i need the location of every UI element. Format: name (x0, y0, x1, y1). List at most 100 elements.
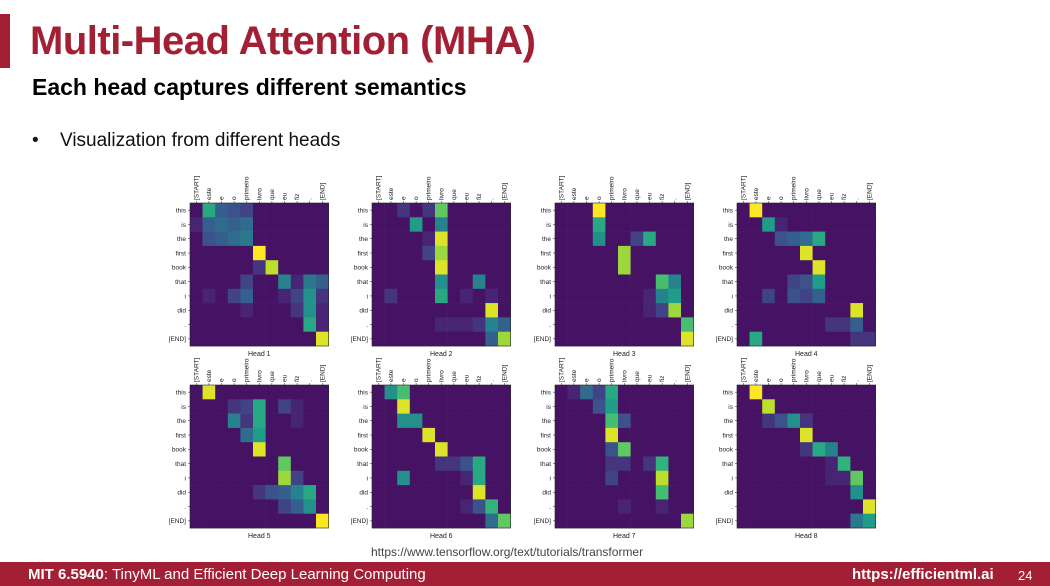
heatmap-cell (618, 317, 631, 332)
heatmap-cell (372, 427, 385, 443)
heatmap-cell (303, 331, 317, 347)
heatmap-cell (749, 288, 763, 304)
heatmap-cell (850, 231, 864, 247)
heatmap-cell (460, 245, 474, 261)
heatmap-cell (202, 413, 216, 429)
heatmap-cell (812, 331, 826, 347)
heatmap-cell (498, 303, 511, 318)
heatmap-cell (472, 456, 486, 472)
heatmap-cell (850, 399, 864, 414)
heatmap-cell (384, 485, 398, 500)
heatmap-cell (592, 331, 606, 347)
heatmap-cell (397, 456, 411, 472)
heatmap-cell (384, 427, 398, 443)
heatmap-cell (800, 231, 813, 247)
heatmap-cell (812, 499, 826, 514)
heatmap-cell (762, 288, 776, 304)
heatmap-cell (825, 260, 839, 275)
heatmap-cell (837, 331, 851, 347)
heatmap-cell (567, 427, 581, 443)
heatmap-cell (567, 399, 581, 414)
heatmap-cell (762, 399, 776, 414)
heatmap-cell (749, 217, 763, 232)
heatmap-cell (240, 442, 254, 457)
heatmap-cell (397, 245, 411, 261)
heatmap-cell (592, 260, 606, 275)
heatmap-cell (863, 456, 876, 472)
heatmap-cell (372, 303, 385, 318)
heatmap-cell (618, 413, 631, 429)
heatmap-cell (681, 317, 694, 332)
heatmap-cell (774, 513, 788, 529)
heatmap-cell (409, 217, 423, 232)
heatmap-cell (643, 413, 657, 429)
heatmap-cell (592, 427, 606, 443)
heatmap-cell (472, 288, 486, 304)
heatmap-cell (863, 274, 876, 290)
heatmap-cell (265, 203, 279, 218)
heatmap-cell (749, 260, 763, 275)
heatmap-cell (555, 274, 568, 290)
heatmap-cell (850, 274, 864, 290)
source-link[interactable]: https://www.tensorflow.org/text/tutorial… (371, 545, 644, 559)
heatmap-cell (555, 231, 568, 247)
heatmap-cell (290, 470, 304, 486)
heatmap-cell (265, 288, 279, 304)
heatmap-cell (290, 427, 304, 443)
heatmap-cell (837, 303, 851, 318)
heatmap-cell (655, 231, 669, 247)
heatmap-cell (863, 485, 876, 500)
heatmap-cell (384, 385, 398, 400)
y-tick-label: that (722, 279, 733, 286)
x-tick-label: eu (647, 374, 654, 382)
x-tick-label: [END] (319, 182, 326, 200)
heatmap-cell (472, 413, 486, 429)
heatmap-cell (316, 317, 329, 332)
heatmap-cell (215, 399, 229, 414)
heatmap-cell (240, 317, 254, 332)
heatmap-cell (215, 203, 229, 218)
x-tick-label: livro (621, 188, 628, 200)
heatmap-cell (592, 274, 606, 290)
y-tick-label: [END] (534, 336, 552, 343)
heatmap-cell (253, 217, 266, 232)
heatmap-cell (278, 513, 292, 529)
head-label: Head 8 (795, 533, 818, 540)
heatmap-cell (681, 442, 694, 457)
heatmap-cell (668, 470, 682, 486)
head-label: Head 5 (248, 533, 271, 540)
heatmap-cell (240, 331, 254, 347)
heatmap-cell (202, 288, 216, 304)
heatmap-cell (630, 288, 644, 304)
heatmap-head-8: [START] este e o primeiro livro que eu fiz. [END]… (716, 357, 876, 540)
heatmap-cell (592, 317, 606, 332)
heatmap-cell (290, 513, 304, 529)
heatmap-cell (630, 274, 644, 290)
heatmap-cell (372, 513, 385, 529)
heatmap-head-5: [START] este e o primeiro livro que eu fiz. [END]… (169, 357, 329, 540)
heatmap-cell (800, 203, 813, 218)
heatmap-cell (668, 274, 682, 290)
y-tick-label: book (354, 265, 369, 272)
x-tick-label: primeiro (244, 358, 251, 382)
y-tick-label: first (541, 432, 552, 439)
heatmap-cell (460, 288, 474, 304)
heatmap-cell (190, 499, 203, 514)
y-tick-label: did (359, 308, 368, 315)
heatmap-cell (227, 203, 241, 218)
heatmap-cell (422, 317, 436, 332)
heatmap-cell (837, 385, 851, 400)
heatmap-cell (290, 413, 304, 429)
footer-site-link[interactable]: https://efficientml.ai (852, 566, 994, 583)
heatmap-cell (668, 217, 682, 232)
heatmap-cell (485, 485, 499, 500)
y-tick-label: is (181, 222, 186, 229)
heatmap-cell (227, 399, 241, 414)
heatmap-cell (265, 399, 279, 414)
heatmap-cell (863, 245, 876, 261)
heatmap-cell (567, 203, 581, 218)
heatmap-cell (850, 303, 864, 318)
heatmap-cell (567, 274, 581, 290)
y-tick-label: this (541, 389, 552, 396)
heatmap-cell (567, 331, 581, 347)
